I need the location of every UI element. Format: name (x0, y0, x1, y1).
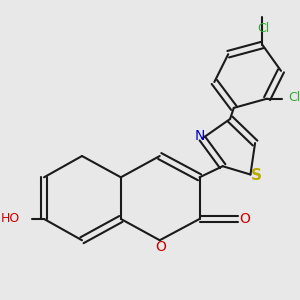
Text: O: O (156, 240, 167, 254)
Text: N: N (194, 129, 205, 143)
Text: Cl: Cl (258, 22, 270, 35)
Text: O: O (239, 212, 250, 226)
Text: HO: HO (1, 212, 20, 226)
Text: Cl: Cl (288, 91, 300, 104)
Text: S: S (251, 168, 262, 183)
